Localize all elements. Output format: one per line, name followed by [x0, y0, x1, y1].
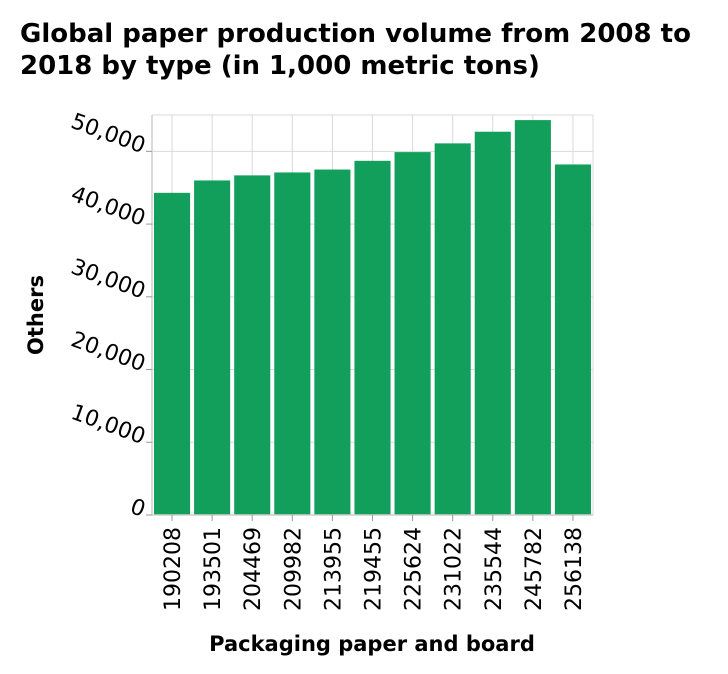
bar-193501: [194, 180, 231, 516]
y-axis-title: Others: [24, 275, 48, 355]
bar-219455: [354, 160, 391, 515]
y-tick-labels: 0 10,000 20,000 30,000 40,000 50,000: [68, 109, 149, 522]
y-tick-label: 40,000: [68, 182, 149, 232]
bar-225624: [394, 152, 431, 515]
bar-235544: [474, 131, 511, 515]
axes: [146, 115, 593, 521]
x-tick-label: 190208: [161, 527, 186, 611]
bar-256138: [554, 164, 591, 516]
x-tick-label: 213955: [321, 527, 346, 611]
bar-231022: [434, 143, 471, 515]
x-axis-title: Packaging paper and board: [209, 632, 535, 656]
y-tick-label: 30,000: [68, 255, 149, 305]
y-tick-label: 0: [127, 494, 149, 522]
x-tick-label: 256138: [562, 527, 587, 611]
y-tick-label: 20,000: [68, 327, 149, 377]
x-tick-labels: 190208 193501 204469 209982 213955 219455 2256…: [161, 527, 587, 611]
bar-213955: [314, 169, 351, 515]
bar-204469: [234, 175, 271, 515]
y-tick-label: 10,000: [68, 400, 149, 450]
x-tick-label: 204469: [241, 527, 266, 611]
x-tick-label: 235544: [482, 527, 507, 611]
x-tick-label: 245782: [522, 527, 547, 611]
x-tick-label: 193501: [201, 527, 226, 611]
chart-title: Global paper production volume from 2008…: [20, 19, 691, 81]
x-tick-label: 231022: [442, 527, 467, 611]
y-tick-label: 50,000: [68, 109, 149, 159]
bar-245782: [514, 120, 551, 515]
x-tick-label: 209982: [281, 527, 306, 611]
bar-209982: [274, 172, 311, 516]
x-tick-label: 219455: [362, 527, 387, 611]
bar-190208: [154, 192, 191, 515]
x-tick-label: 225624: [402, 527, 427, 611]
bars: [154, 120, 591, 516]
